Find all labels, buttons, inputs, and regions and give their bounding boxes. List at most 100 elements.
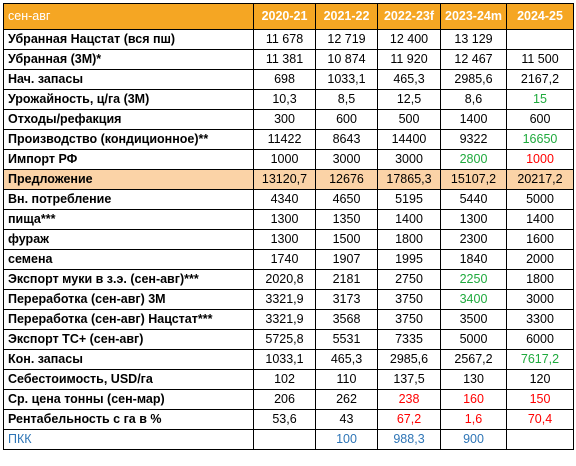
table-cell: 53,6: [253, 409, 316, 430]
row-label: фураж: [3, 229, 254, 250]
table-cell: 16650: [506, 129, 574, 150]
table-body: Убранная Нацстат (вся пш) 11 678 12 719 12 …: [3, 29, 574, 450]
table-cell: 5531: [315, 329, 378, 350]
table-cell: 2750: [377, 269, 441, 290]
table-cell: 12676: [315, 169, 378, 190]
table-cell: 5440: [440, 189, 507, 210]
table-cell: 600: [315, 109, 378, 130]
row-label: Себестоимость, USD/га: [3, 369, 254, 390]
table-cell: 8,5: [315, 89, 378, 110]
header-cell: сен-авг: [3, 3, 254, 30]
table-cell: 150: [506, 389, 574, 410]
row-label: Переработка (сен-авг) 3М: [3, 289, 254, 310]
header-cell: 2020-21: [253, 3, 316, 30]
table-cell: 465,3: [315, 349, 378, 370]
table-row: Производство (кондиционное)** 11422 8643 14…: [3, 129, 574, 150]
row-label: Рентабельность с га в %: [3, 409, 254, 430]
table-cell: 20217,2: [506, 169, 574, 190]
table-cell: 3000: [506, 289, 574, 310]
table-cell: 11 381: [253, 49, 316, 70]
table-cell: 7617,2: [506, 349, 574, 370]
table-cell: 14400: [377, 129, 441, 150]
table-cell: 3000: [315, 149, 378, 170]
table-row: Экспорт ТС+ (сен-авг) 5725,8 5531 7335 5000 6…: [3, 329, 574, 350]
table-cell: 3568: [315, 309, 378, 330]
row-label: Кон. запасы: [3, 349, 254, 370]
table-cell: 2250: [440, 269, 507, 290]
table-cell: 5000: [440, 329, 507, 350]
table-row: Урожайность, ц/га (3М) 10,3 8,5 12,5 8,6 15: [3, 89, 574, 110]
table-cell: 1300: [440, 209, 507, 230]
table-cell: 102: [253, 369, 316, 390]
table-cell: 5000: [506, 189, 574, 210]
table-cell: 3321,9: [253, 309, 316, 330]
table-cell: 1,6: [440, 409, 507, 430]
table-cell: 2800: [440, 149, 507, 170]
table-row: Себестоимость, USD/га 102 110 137,5 130 120: [3, 369, 574, 390]
header-cell: 2021-22: [315, 3, 378, 30]
table-cell: 1600: [506, 229, 574, 250]
table-cell: 8,6: [440, 89, 507, 110]
row-label: Убранная Нацстат (вся пш): [3, 29, 254, 50]
row-label: Нач. запасы: [3, 69, 254, 90]
table-cell: 12 467: [440, 49, 507, 70]
table-cell: 6000: [506, 329, 574, 350]
table-cell: 11 920: [377, 49, 441, 70]
table-row: Убранная Нацстат (вся пш) 11 678 12 719 12 …: [3, 29, 574, 50]
table-cell: 10,3: [253, 89, 316, 110]
row-label: Импорт РФ: [3, 149, 254, 170]
table-cell: 465,3: [377, 69, 441, 90]
table-cell: 1800: [377, 229, 441, 250]
table-cell: 1033,1: [315, 69, 378, 90]
table-cell: 43: [315, 409, 378, 430]
row-label: Производство (кондиционное)**: [3, 129, 254, 150]
table-row: фураж 1300 1500 1800 2300 1600: [3, 229, 574, 250]
table-cell: 206: [253, 389, 316, 410]
table-cell: 100: [315, 429, 378, 450]
table-cell: 2020,8: [253, 269, 316, 290]
table-cell: 2167,2: [506, 69, 574, 90]
table-cell: 15: [506, 89, 574, 110]
table-cell: 160: [440, 389, 507, 410]
row-label: Экспорт муки в з.э. (сен-авг)***: [3, 269, 254, 290]
table-cell: 4650: [315, 189, 378, 210]
data-table: сен-авг 2020-21 2021-22 2022-23f 2023-24…: [3, 3, 574, 450]
table-cell: 698: [253, 69, 316, 90]
table-cell: 1907: [315, 249, 378, 270]
table-row: пища*** 1300 1350 1400 1300 1400: [3, 209, 574, 230]
table-cell: 11 500: [506, 49, 574, 70]
table-row: Ср. цена тонны (сен-мар) 206 262 238 160 150: [3, 389, 574, 410]
table-cell: 70,4: [506, 409, 574, 430]
table-cell: 12 400: [377, 29, 441, 50]
table-cell: 3500: [440, 309, 507, 330]
table-cell: 8643: [315, 129, 378, 150]
table-row: Импорт РФ 1000 3000 3000 2800 1000: [3, 149, 574, 170]
table-cell: 2000: [506, 249, 574, 270]
table-row: Рентабельность с га в % 53,6 43 67,2 1,6 70,4: [3, 409, 574, 430]
table-cell: 13120,7: [253, 169, 316, 190]
table-row: Вн. потребление 4340 4650 5195 5440 5000: [3, 189, 574, 210]
table-cell: 7335: [377, 329, 441, 350]
table-cell: 900: [440, 429, 507, 450]
table-cell: 5725,8: [253, 329, 316, 350]
table-cell: 1300: [253, 229, 316, 250]
table-cell: 3173: [315, 289, 378, 310]
table-cell: 1995: [377, 249, 441, 270]
table-cell: 9322: [440, 129, 507, 150]
row-label: пища***: [3, 209, 254, 230]
table-cell: 1500: [315, 229, 378, 250]
table-cell: 17865,3: [377, 169, 441, 190]
table-cell: 1800: [506, 269, 574, 290]
row-label: Убранная (3M)*: [3, 49, 254, 70]
table-cell: 1000: [253, 149, 316, 170]
row-label: Ср. цена тонны (сен-мар): [3, 389, 254, 410]
header-cell: 2024-25: [506, 3, 574, 30]
row-label: Урожайность, ц/га (3М): [3, 89, 254, 110]
table-cell: 1300: [253, 209, 316, 230]
table-cell: 11 678: [253, 29, 316, 50]
table-cell: 3400: [440, 289, 507, 310]
row-label: Переработка (сен-авг) Нацстат***: [3, 309, 254, 330]
table-row: ПКК 100 988,3 900: [3, 429, 574, 450]
table-row: Убранная (3M)* 11 381 10 874 11 920 12 467 11…: [3, 49, 574, 70]
table-cell: 3750: [377, 289, 441, 310]
